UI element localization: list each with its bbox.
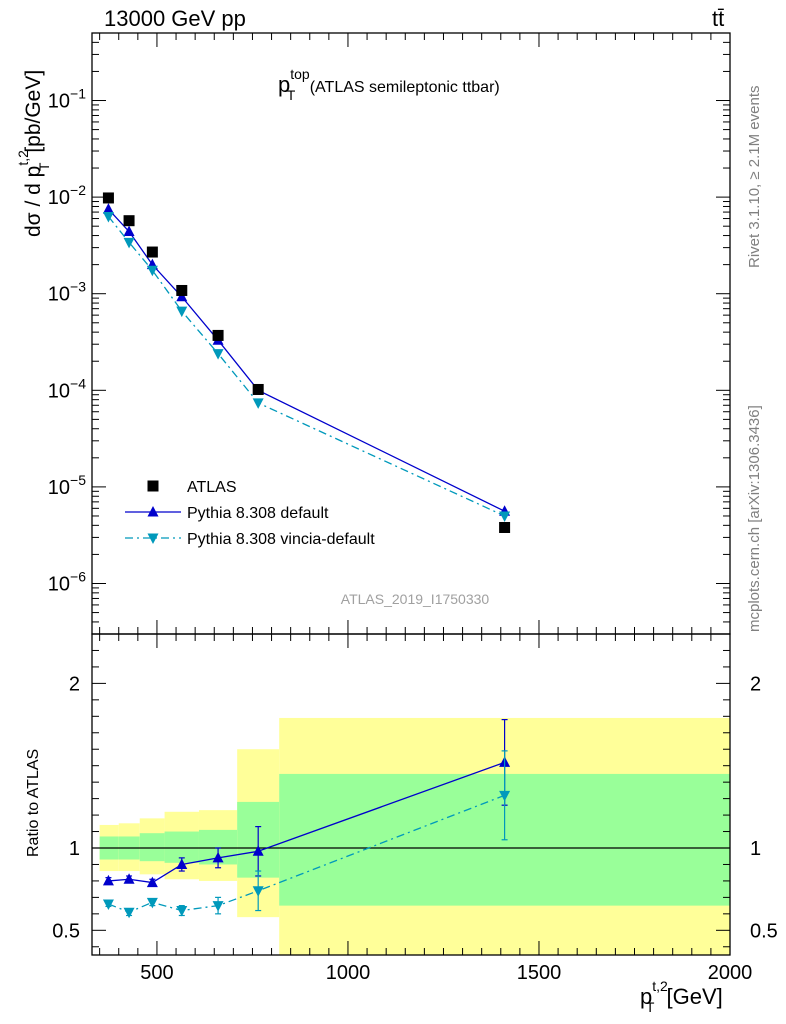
x-tick-label: 2000 [708,962,753,984]
energy-label: 13000 GeV pp [104,6,246,31]
ratio-y-axis-label: Ratio to ATLAS [25,749,42,857]
legend-pythia-vincia-marker [147,533,159,544]
main-panel-series [102,192,511,533]
ratio-y-tick-label: 0.5 [52,920,80,942]
atlas-data-marker [499,521,511,533]
atlas-data-marker [252,383,264,395]
pythia-default-line [107,208,505,512]
x-tick-label: 1500 [517,962,562,984]
atlas-data-marker [212,329,224,341]
main-y-axis-label: dσ / d pt,2T [pb/GeV] [15,70,52,237]
y-tick-label: 10−2 [48,182,86,209]
ratio-pythia-vincia-marker [102,899,114,910]
ratio-y-tick-label: 2 [69,673,80,695]
legend: ATLAS Pythia 8.308 default Pythia 8.308 vi… [125,479,375,548]
ratio-pythia-default-marker [212,851,224,863]
pythia-vincia-marker [176,306,188,318]
ratio-y-tick-label-right: 0.5 [750,920,778,942]
ratio-pythia-vincia-marker [146,897,158,909]
y-tick-label: 10−5 [48,472,86,499]
mcplots-label: mcplots.cern.ch [arXiv:1306.3436] [746,405,763,632]
pythia-default-marker [102,203,114,214]
ratio-pythia-default-marker [252,845,264,856]
legend-atlas-marker [147,480,159,492]
pythia-default-marker [176,290,188,302]
ratio-y-tick-label: 1 [69,838,80,860]
ratio-pythia-vincia-marker [123,907,135,919]
atlas-data-marker [102,192,114,204]
pythia-vincia-marker [102,211,114,223]
pythia-vincia-marker [123,237,135,249]
ratio-panel-series [102,718,511,919]
ratio-pythia-vincia-marker [252,886,264,897]
y-tick-label: 10−3 [48,279,86,306]
legend-label: Pythia 8.308 default [187,505,329,522]
x-axis-label: pt,2 T [GeV] [640,978,723,1015]
y-tick-label: 10−1 [48,86,86,113]
pythia-vincia-marker [146,265,158,277]
ratio-pythia-default-marker [176,858,188,869]
ratio-y-tick-label-right: 1 [750,838,761,860]
ratio-y-tick-label-right: 2 [750,673,761,695]
atlas-data-marker [176,284,188,296]
analysis-id: ATLAS_2019_I1750330 [341,591,490,607]
x-tick-label: 500 [140,962,173,984]
ratio-panel-frame [91,633,731,956]
ratio-uncertainty-bands [92,717,730,955]
y-tick-label: 10−6 [48,568,86,595]
y-tick-label: 10−4 [48,375,86,402]
atlas-data-marker [123,215,135,227]
ratio-pythia-default-marker [146,876,158,888]
pythia-default-marker [123,225,135,237]
pythia-vincia-marker [212,349,224,360]
ratio-pythia-vincia-marker [176,906,188,917]
pythia-vincia-marker [499,511,511,522]
atlas-data-marker [146,246,158,258]
ratio-pythia-default-marker [102,874,114,886]
process-label: tt̄ [712,6,725,31]
rivet-version-label: Rivet 3.1.10, ≥ 2.1M events [746,85,763,269]
ratio-pythia-default-marker [123,873,135,884]
ratio-pythia-vincia-marker [212,901,224,912]
ratio-band-inner [139,833,165,862]
plot-title: ptop T (ATLAS semileptonic ttbar) [278,66,500,103]
pythia-vincia-marker [252,398,264,409]
x-tick-label: 1000 [326,962,371,984]
axis-ticks [92,32,731,955]
legend-label: Pythia 8.308 vincia-default [187,531,375,548]
pythia-vincia-line [107,216,505,517]
ratio-pythia-vincia-marker [499,790,511,802]
legend-label: ATLAS [187,479,237,496]
legend-pythia-default-marker [147,506,159,517]
